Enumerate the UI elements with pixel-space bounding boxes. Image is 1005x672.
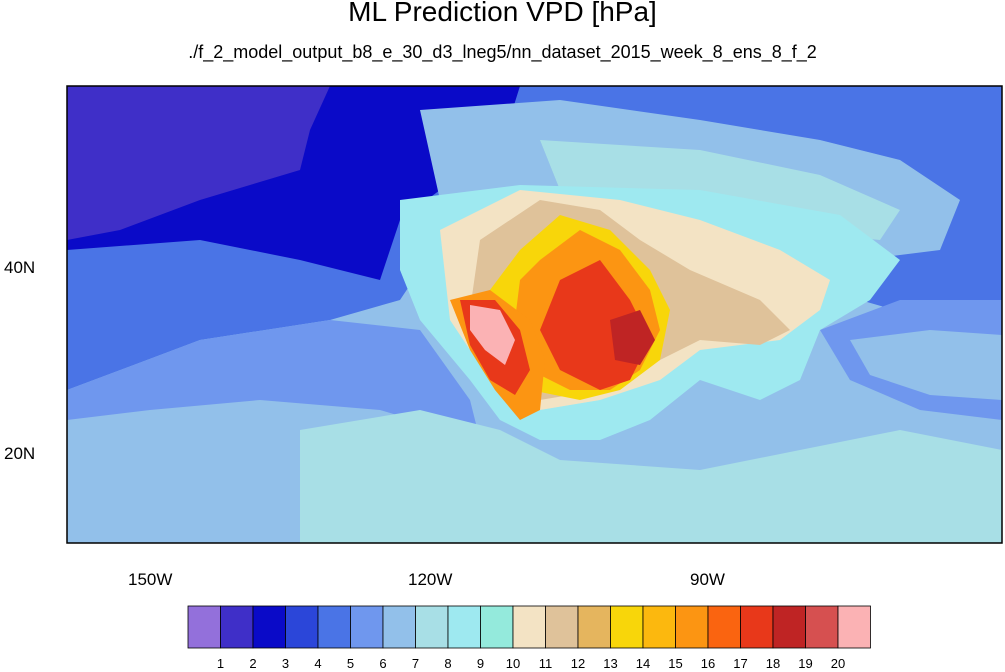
x-tick-label-120w: 120W: [408, 570, 453, 589]
colorbar-label: 12: [570, 656, 586, 671]
colorbar-swatch: [707, 605, 741, 649]
colorbar-label: 18: [765, 656, 781, 671]
colorbar-label: 10: [505, 656, 521, 671]
ocean-band-deep: [67, 86, 330, 240]
tropic-aqua: [300, 410, 1002, 543]
ocean-band-pale: [67, 320, 480, 440]
colorbar-swatch: [480, 605, 514, 649]
y-tick-label-40n: 40N: [4, 258, 36, 277]
figure-subtitle: ./f_2_model_output_b8_e_30_d3_lneg5/nn_d…: [188, 42, 817, 62]
colorbar-label: 6: [379, 656, 387, 671]
colorbar-swatch: [350, 605, 384, 649]
colorbar-label: 11: [538, 656, 553, 671]
colorbar-label: 4: [314, 656, 322, 671]
colorbar-swatch: [772, 605, 806, 649]
colorbar-swatch: [642, 605, 676, 649]
colorbar-swatch: [415, 605, 449, 649]
colorbar-label: 20: [830, 656, 846, 671]
y-tick-label-20n: 20N: [4, 444, 36, 463]
colorbar-label: 13: [603, 656, 618, 671]
colorbar-swatch: [382, 605, 416, 649]
colorbar-label: 8: [444, 656, 452, 671]
colorbar-label: 9: [476, 656, 485, 671]
colorbar-swatch: [317, 605, 351, 649]
colorbar-swatch: [740, 605, 774, 649]
colorbar-label: 1: [216, 656, 225, 671]
atlantic-pale: [850, 330, 1002, 400]
colorbar-label: 5: [346, 656, 355, 671]
colorbar-swatch: [512, 605, 546, 649]
colorbar-label: 15: [668, 656, 683, 671]
colorbar-swatch: [675, 605, 709, 649]
figure-title: ML Prediction VPD [hPa]: [348, 0, 657, 27]
colorbar-label: 14: [635, 656, 651, 671]
map-frame: [66, 85, 1003, 544]
colorbar-swatch: [220, 605, 254, 649]
colorbar-swatch: [252, 605, 286, 649]
colorbar-swatch: [805, 605, 839, 649]
colorbar-label: 2: [249, 656, 257, 671]
colorbar-label: 17: [733, 656, 748, 671]
colorbar-swatch: [285, 605, 319, 649]
x-tick-label-150w: 150W: [128, 570, 173, 589]
colorbar-label: 7: [411, 656, 420, 671]
colorbar-swatch: [837, 605, 871, 649]
colorbar-swatch: [187, 605, 221, 649]
colorbar-swatch: [447, 605, 481, 649]
x-tick-label-90w: 90W: [690, 570, 725, 589]
land-darkred: [610, 310, 655, 365]
contour-field: [67, 86, 1002, 543]
colorbar-swatch: [577, 605, 611, 649]
colorbar-label: 19: [798, 656, 813, 671]
colorbar: [187, 605, 871, 649]
colorbar-swatch: [610, 605, 644, 649]
colorbar-label: 16: [700, 656, 716, 671]
colorbar-swatch: [545, 605, 579, 649]
southwest-pink: [470, 305, 515, 365]
colorbar-label: 3: [281, 656, 290, 671]
